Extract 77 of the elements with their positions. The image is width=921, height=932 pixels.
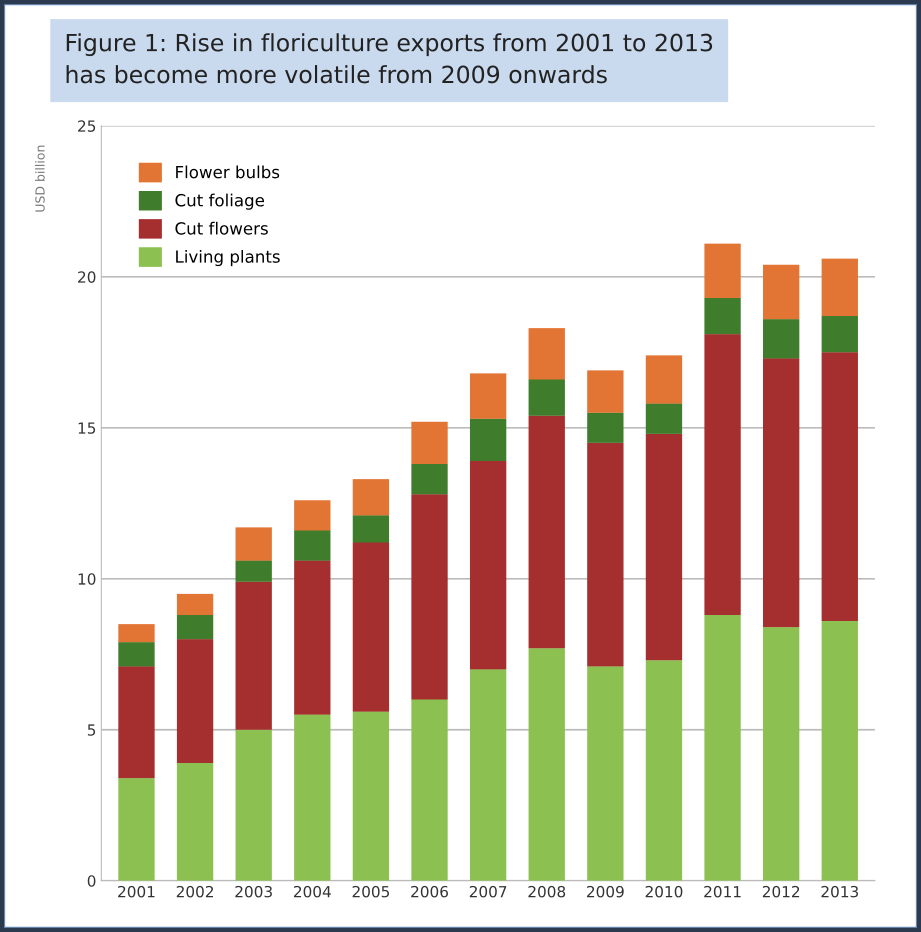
bar xyxy=(528,648,565,881)
bar xyxy=(411,700,448,881)
bar xyxy=(294,530,330,561)
bar xyxy=(704,244,741,298)
bar xyxy=(470,373,506,419)
x-tick-label: 2007 xyxy=(470,886,506,898)
bar xyxy=(352,479,390,516)
bar xyxy=(470,461,506,670)
bar xyxy=(176,594,214,616)
bar xyxy=(528,328,565,380)
bar xyxy=(236,730,272,881)
x-tick-label: 2010 xyxy=(646,886,682,898)
bar xyxy=(470,418,506,462)
bar xyxy=(118,778,155,881)
bar xyxy=(822,352,858,622)
bar xyxy=(411,422,448,464)
bar xyxy=(176,762,214,881)
legend-label: Cut foliage xyxy=(175,194,264,210)
bar xyxy=(352,712,390,881)
bar xyxy=(763,319,800,358)
bar xyxy=(646,660,682,881)
bar xyxy=(352,542,390,712)
bar xyxy=(411,494,448,700)
bar xyxy=(236,527,272,561)
bar xyxy=(118,624,155,642)
bar xyxy=(528,416,565,648)
y-tick-label: 0 xyxy=(88,875,96,887)
bar xyxy=(704,334,741,616)
bar xyxy=(763,264,800,320)
x-tick-label: 2004 xyxy=(294,886,331,898)
y-tick-label: 20 xyxy=(78,271,96,283)
x-tick-label: 2006 xyxy=(411,886,448,898)
bar xyxy=(352,515,390,543)
bar xyxy=(822,258,858,316)
bar xyxy=(704,615,741,881)
y-tick-label: 5 xyxy=(88,724,96,736)
bar xyxy=(411,464,448,494)
bar xyxy=(587,666,624,881)
y-tick-label: 10 xyxy=(78,573,96,585)
bar xyxy=(528,379,565,416)
x-tick-label: 2008 xyxy=(528,886,566,898)
bar xyxy=(176,615,214,640)
x-tick-label: 2009 xyxy=(587,886,624,898)
x-tick-label: 2013 xyxy=(821,886,858,898)
bar xyxy=(822,316,858,352)
y-tick-label: 25 xyxy=(78,120,96,132)
bar xyxy=(763,358,800,628)
bar xyxy=(822,621,858,881)
bar xyxy=(646,434,682,660)
bar xyxy=(587,370,624,413)
bar xyxy=(294,500,330,530)
bar xyxy=(704,298,741,334)
x-tick-label: 2011 xyxy=(704,886,741,898)
bar xyxy=(646,355,682,404)
bar xyxy=(236,560,272,582)
bar xyxy=(763,627,800,881)
x-tick-label: 2001 xyxy=(118,886,155,898)
x-tick-label: 2005 xyxy=(352,886,390,898)
bar xyxy=(236,582,272,730)
legend-label: Flower bulbs xyxy=(176,165,280,178)
x-tick-label: 2002 xyxy=(176,886,213,898)
bar xyxy=(176,639,214,763)
bar xyxy=(587,412,624,443)
bar xyxy=(118,666,155,778)
legend-label: Cut flowers xyxy=(175,222,268,235)
bar xyxy=(470,669,506,881)
legend-label: Living plants xyxy=(176,250,280,266)
bar xyxy=(646,404,682,434)
y-axis-title: USD billion xyxy=(35,146,45,212)
y-tick-label: 15 xyxy=(78,422,96,434)
x-tick-label: 2003 xyxy=(235,886,272,898)
bar xyxy=(587,442,624,666)
x-tick-label: 2012 xyxy=(762,886,800,898)
chart-title: Figure 1: Rise in floriculture exports from 2001 to 2013 has become more volatile from 2009 onwards xyxy=(66,33,712,84)
bar xyxy=(294,560,330,715)
bar xyxy=(294,714,330,881)
bar xyxy=(118,642,155,666)
